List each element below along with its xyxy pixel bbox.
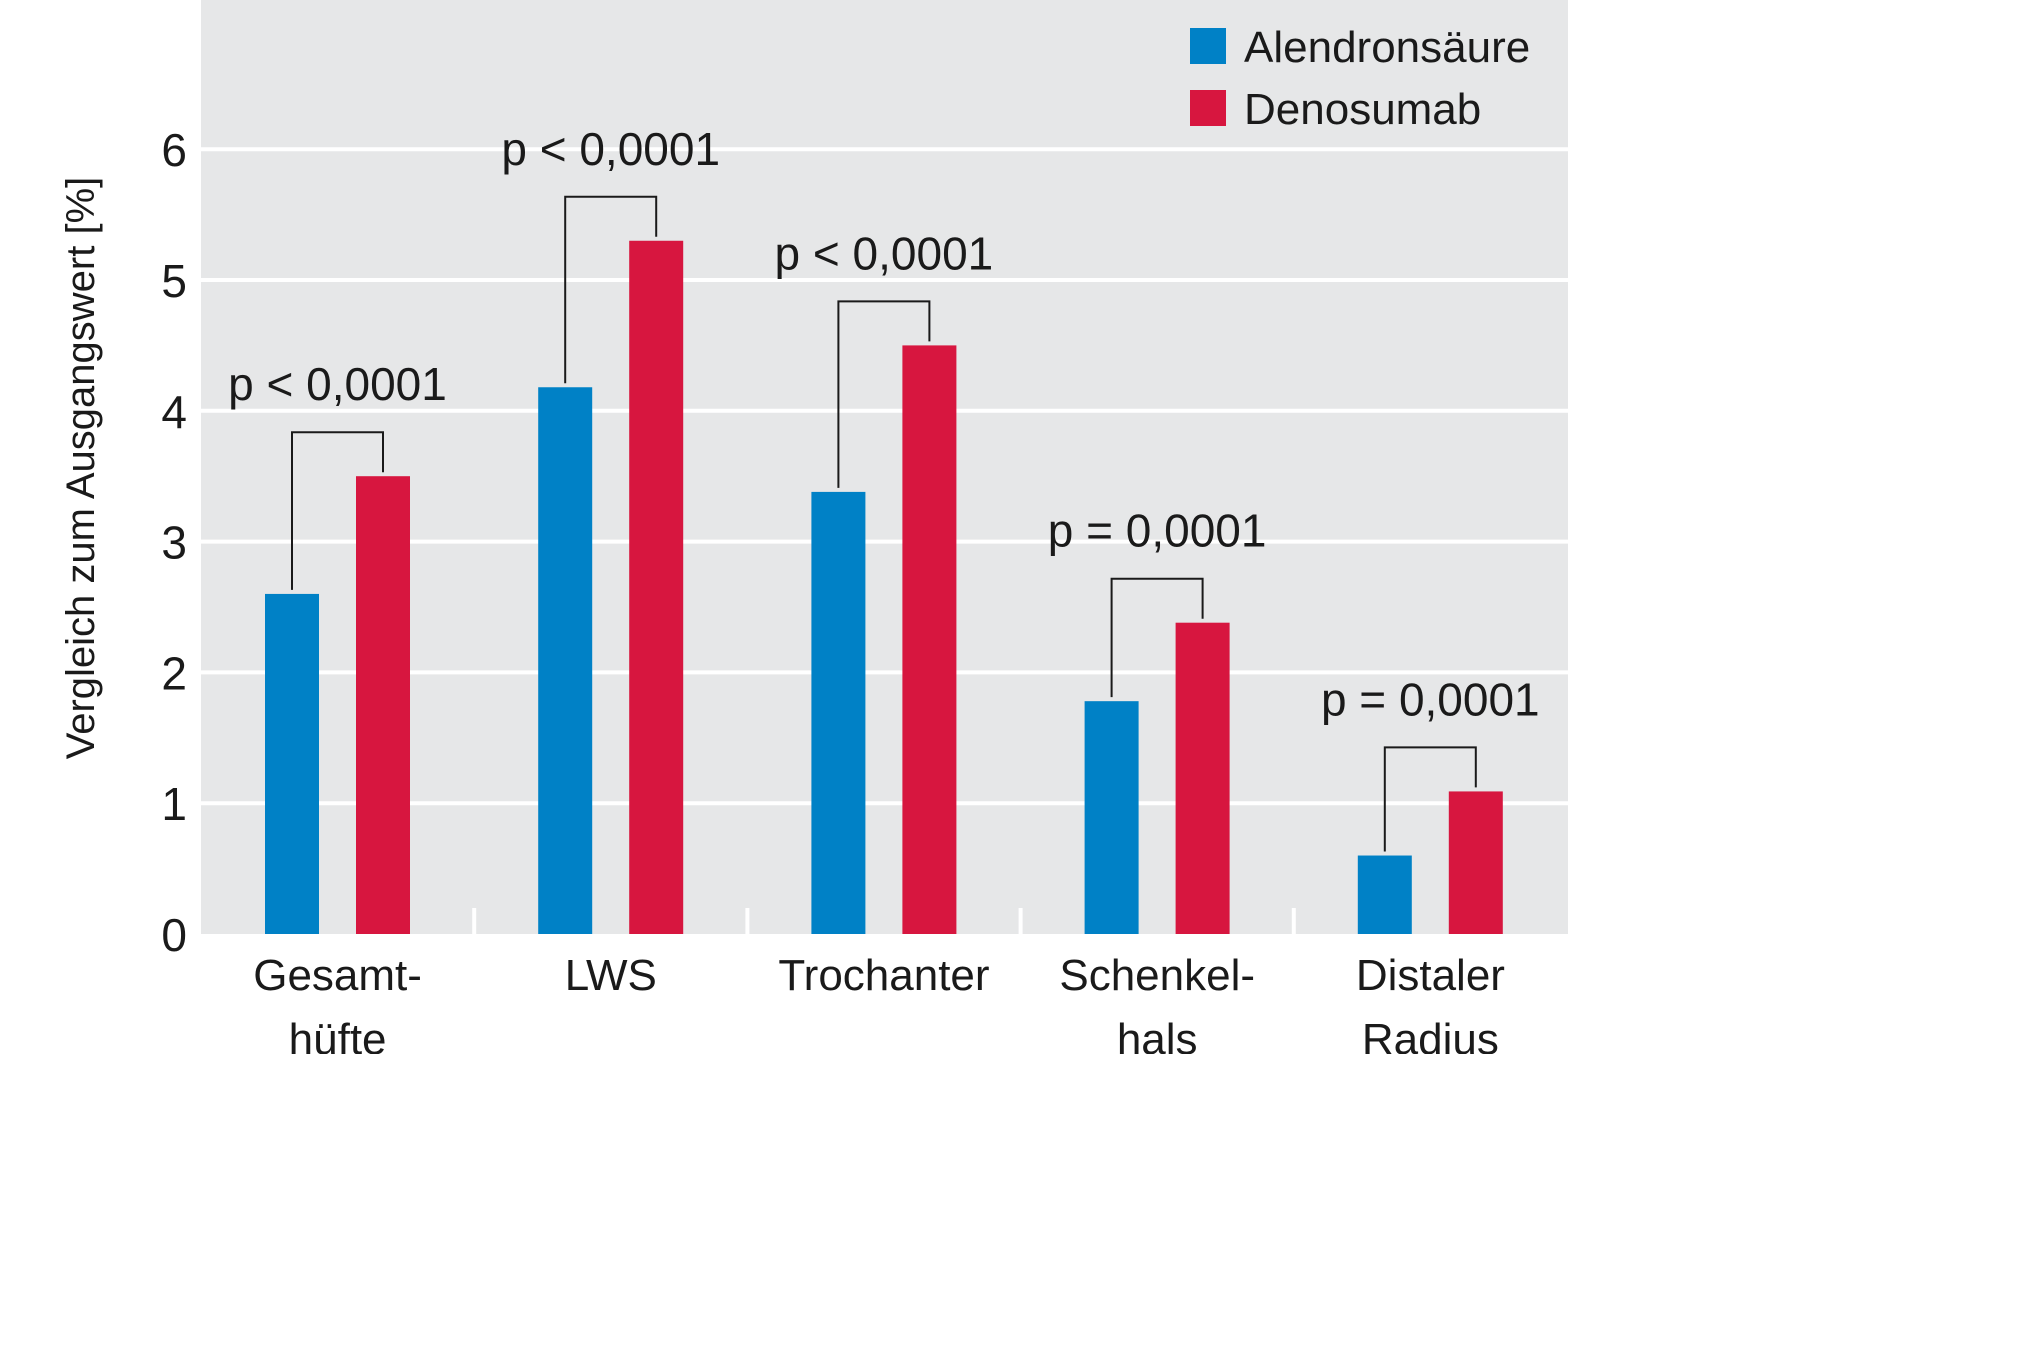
p-value-label-4: p = 0,0001 [1048,505,1267,557]
significance-bracket-1 [291,431,384,590]
y-tick-label-4: 4 [161,386,187,438]
category-separators [472,908,1296,934]
bone-density-chart: p < 0,0001 p < 0,0001 p < 0,0001 p = 0,0001… [59,0,1568,1054]
p-value-label-3: p < 0,0001 [775,227,994,279]
category-label-1-line-2: hüfte [289,1015,387,1054]
category-label-2-line-1: LWS [565,951,657,1000]
bar-trochanter-denosumab [902,345,957,934]
significance-bracket-5 [1383,746,1477,852]
bar-distaler-radius-alendronsaeure [1357,855,1412,934]
bar-lws-denosumab [629,240,684,934]
y-tick-label-2: 2 [161,647,187,699]
category-label-1-line-1: Gesamt- [253,951,422,1000]
y-axis-label-line-2-text: Vergleich zum Ausgangswert [%] [59,177,103,760]
x-tick-labels: Gesamt-hüfte LWS Trochanter Schenkel-hals Di… [253,951,1505,1054]
significance-bracket-2 [564,195,658,384]
legend-swatch-denosumab [1190,90,1226,126]
bar-gesamthüfte-alendronsaeure [265,593,319,934]
bar-schenkelhals-alendronsaeure [1084,701,1139,934]
legend-swatch-alendronsaeure [1190,28,1226,64]
p-value-label-5: p = 0,0001 [1321,673,1540,725]
plot-background [201,0,1568,934]
bar-distaler-radius-denosumab [1448,791,1503,934]
bars [265,240,1503,935]
bar-gesamthüfte-denosumab [356,476,410,934]
significance-bracket-3 [837,300,931,488]
category-label-4-line-2: hals [1117,1015,1198,1054]
legend: Alendronsäure Denosumab [1190,23,1530,134]
bar-lws-alendronsaeure [538,387,593,935]
significance-bracket-4 [1110,577,1204,698]
y-tick-label-1: 1 [161,778,187,830]
y-tick-label-6: 6 [161,124,187,176]
p-value-label-1: p < 0,0001 [228,358,447,410]
significance-brackets: p < 0,0001 p < 0,0001 p < 0,0001 p = 0,0001… [228,123,1540,852]
y-tick-label-5: 5 [161,255,187,307]
y-tick-label-0: 0 [161,909,187,961]
y-tick-label-3: 3 [161,517,187,569]
bar-schenkelhals-denosumab [1175,622,1230,934]
category-label-3-line-1: Trochanter [778,951,989,1000]
legend-label-denosumab: Denosumab [1244,85,1481,134]
gridlines [201,147,1568,806]
bar-trochanter-alendronsaeure [811,491,866,934]
y-tick-labels: 0 1 2 3 4 5 6 [161,124,187,961]
category-label-5-line-1: Distaler [1356,951,1505,1000]
legend-label-alendronsaeure: Alendronsäure [1244,23,1530,72]
category-label-4-line-1: Schenkel- [1059,951,1255,1000]
category-label-5-line-2: Radius [1362,1015,1499,1054]
p-value-label-2: p < 0,0001 [501,123,720,175]
